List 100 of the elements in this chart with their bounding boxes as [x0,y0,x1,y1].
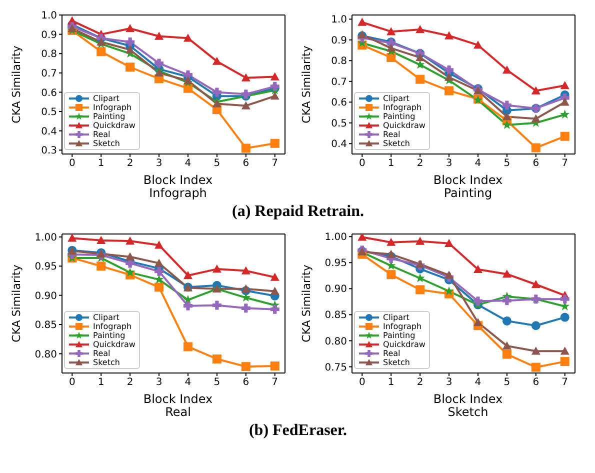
y-tick-label: 0.8 [41,49,57,60]
y-tick-label: 0.6 [41,88,57,99]
point [270,304,280,314]
point [531,321,540,330]
y-tick-label: 0.6 [331,98,347,109]
point [560,312,570,322]
legend-label: Infograph [383,103,422,112]
point [183,342,192,352]
point [96,236,106,244]
point [386,27,396,36]
point [560,132,570,141]
point [154,266,164,276]
x-tick-label: 2 [126,158,134,170]
y-tick-label: 0.95 [34,262,57,273]
x-tick-label: 5 [214,158,220,170]
legend-label: Real [383,130,400,139]
text: (a) Repaid Retrain. [231,203,365,221]
y-tick-label: 0.7 [331,76,347,88]
point [560,110,570,119]
point [473,318,482,326]
point [241,362,250,372]
y-tick-label: 0.90 [324,284,347,296]
y-tick-label: 1.00 [34,232,57,244]
point [270,361,280,370]
point [212,354,222,364]
legend-label: Painting [93,331,126,340]
y-tick-label: 0.80 [34,349,57,360]
y-tick-label: 0.85 [34,320,57,332]
y-tick-label: 0.9 [331,35,347,46]
y-tick-label: 0.90 [34,290,57,302]
point [126,252,135,260]
y-axis-title: CKA Similarity [10,45,23,124]
point [241,73,250,82]
x-axis-title: Block Index Sketch [432,392,504,419]
x-tick-label: 4 [184,158,192,170]
point [473,264,482,273]
x-axis-title: Block Index Infograph [142,173,214,200]
x-tick-label: 4 [184,377,192,388]
x-tick-label: 0 [358,158,366,170]
x-tick-label: 5 [214,377,220,388]
legend-label: Clipart [93,94,120,103]
x-tick-label: 7 [272,158,278,170]
point [386,238,396,246]
point [473,40,482,49]
point [183,270,192,280]
point [415,273,425,282]
y-tick-label: 1.0 [331,14,347,26]
y-tick-label: 0.5 [41,107,57,118]
point [531,280,540,288]
point [444,238,454,247]
x-axis-title: Block Index Real [142,392,214,419]
point [386,53,396,62]
point [444,86,454,96]
x-tick-label: 3 [156,158,162,170]
point [531,114,540,122]
point [270,272,280,281]
y-tick-label: 0.95 [324,258,347,270]
point [241,304,250,313]
y-tick-label: 1.0 [41,10,57,22]
point [154,282,164,292]
y-tick-label: 0.4 [41,126,57,138]
x-tick-label: 1 [98,377,104,388]
x-tick-label: 3 [446,158,452,170]
point [154,32,164,40]
x-tick-label: 5 [504,377,510,388]
legend-label: Painting [93,112,126,121]
legend-label: Sketch [383,358,410,367]
point [183,34,192,42]
x-tick-label: 1 [388,158,394,170]
x-tick-label: 4 [474,158,482,170]
x-tick-label: 6 [242,377,250,388]
legend-label: Painting [383,112,416,121]
y-tick-label: 0.75 [324,362,347,374]
legend-label: Infograph [383,322,422,331]
point [126,236,135,245]
legend-label: Sketch [93,139,120,148]
point [126,24,135,32]
point [270,92,280,100]
point [241,284,250,292]
x-tick-label: 4 [474,377,482,388]
point [241,101,250,110]
point [212,88,222,97]
point [416,25,425,34]
x-tick-label: 0 [358,377,366,388]
x-tick-label: 7 [562,377,568,388]
point [386,270,396,280]
point [183,76,192,84]
point [560,98,570,106]
point [444,72,454,81]
legend-label: Painting [383,331,416,340]
point [126,62,135,72]
legend-label: Real [383,349,400,358]
point [154,58,164,68]
legend-label: Real [93,130,110,139]
point [444,31,454,40]
point [183,84,192,93]
point [358,234,367,241]
point [270,72,280,80]
x-tick-label: 0 [68,377,76,388]
point [473,296,482,306]
